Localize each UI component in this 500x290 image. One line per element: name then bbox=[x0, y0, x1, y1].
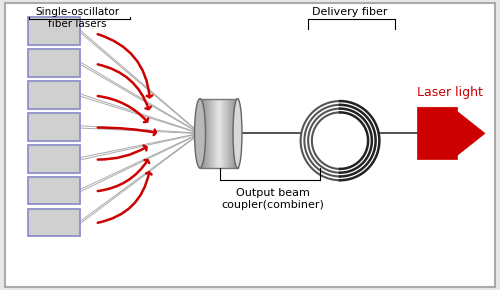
Bar bbox=[223, 99, 224, 168]
Bar bbox=[226, 99, 227, 168]
Bar bbox=[236, 99, 237, 168]
Bar bbox=[214, 99, 215, 168]
Bar bbox=[206, 99, 207, 168]
Bar bbox=[200, 99, 237, 168]
Bar bbox=[217, 99, 218, 168]
Bar bbox=[28, 145, 80, 173]
Bar bbox=[28, 209, 80, 236]
Text: Output beam
coupler(combiner): Output beam coupler(combiner) bbox=[221, 188, 324, 210]
Bar bbox=[218, 99, 219, 168]
Bar bbox=[224, 99, 225, 168]
Text: Laser light: Laser light bbox=[417, 86, 483, 99]
Bar bbox=[216, 99, 217, 168]
Bar bbox=[28, 49, 80, 77]
Bar bbox=[234, 99, 235, 168]
Bar bbox=[202, 99, 203, 168]
Bar bbox=[200, 99, 201, 168]
Bar bbox=[28, 177, 80, 204]
Bar bbox=[203, 99, 204, 168]
Bar bbox=[229, 99, 230, 168]
Bar bbox=[222, 99, 223, 168]
Bar bbox=[232, 99, 233, 168]
Ellipse shape bbox=[233, 99, 242, 168]
Bar bbox=[225, 99, 226, 168]
Bar bbox=[228, 99, 229, 168]
Bar bbox=[220, 99, 222, 168]
Bar bbox=[212, 99, 213, 168]
Bar bbox=[215, 99, 216, 168]
Text: Single-oscillator
fiber lasers: Single-oscillator fiber lasers bbox=[36, 7, 119, 29]
Bar bbox=[231, 99, 232, 168]
Bar bbox=[205, 99, 206, 168]
Bar bbox=[230, 99, 232, 168]
Bar bbox=[208, 99, 209, 168]
Bar bbox=[204, 99, 205, 168]
Bar bbox=[227, 99, 228, 168]
Ellipse shape bbox=[194, 99, 205, 168]
Bar bbox=[201, 99, 202, 168]
Bar bbox=[233, 99, 234, 168]
Bar bbox=[207, 99, 208, 168]
Bar bbox=[210, 99, 211, 168]
Bar bbox=[28, 113, 80, 141]
Bar bbox=[235, 99, 236, 168]
Bar bbox=[28, 81, 80, 109]
Polygon shape bbox=[418, 107, 485, 160]
Bar bbox=[221, 99, 222, 168]
Bar bbox=[237, 99, 238, 168]
Text: Delivery fiber: Delivery fiber bbox=[312, 7, 388, 17]
Bar bbox=[28, 17, 80, 45]
Bar bbox=[219, 99, 220, 168]
Bar bbox=[213, 99, 214, 168]
Bar bbox=[209, 99, 210, 168]
